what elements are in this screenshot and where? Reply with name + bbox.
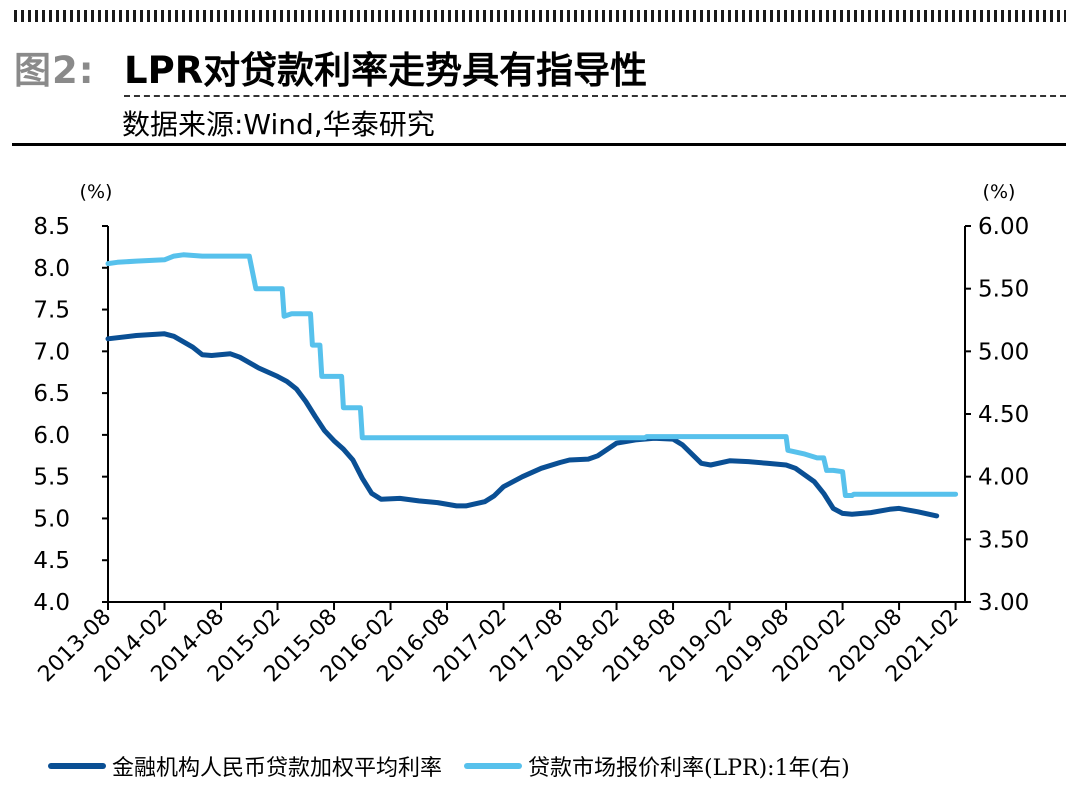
legend-item-lpr: 贷款市场报价利率(LPR):1年(右) xyxy=(464,750,850,782)
left-axis-tick-label: 6.0 xyxy=(33,423,70,449)
legend-swatch-loan-rate xyxy=(48,763,106,769)
legend-item-loan-rate: 金融机构人民币贷款加权平均利率 xyxy=(48,750,442,782)
left-axis-tick-label: 4.0 xyxy=(33,590,70,616)
page-title: LPR对贷款利率走势具有指导性 xyxy=(124,49,648,92)
legend: 金融机构人民币贷款加权平均利率 贷款市场报价利率(LPR):1年(右) xyxy=(48,746,872,786)
left-axis-tick-label: 6.5 xyxy=(33,381,70,407)
left-axis-tick-label: 7.5 xyxy=(33,298,70,324)
left-axis-tick-label: 7.0 xyxy=(33,339,70,365)
left-axis-tick-label: 5.5 xyxy=(33,465,70,491)
legend-label-loan-rate: 金融机构人民币贷款加权平均利率 xyxy=(112,756,443,781)
right-axis-tick-label: 4.50 xyxy=(978,402,1029,428)
left-axis-tick-label: 8.0 xyxy=(33,256,70,282)
right-axis-tick-label: 3.00 xyxy=(978,590,1029,616)
figure-label: 图2: xyxy=(14,49,95,92)
source-note: 数据来源:Wind,华泰研究 xyxy=(122,108,435,141)
top-dotted-rule xyxy=(14,10,1066,22)
right-axis-tick-label: 4.00 xyxy=(978,465,1029,491)
right-axis-tick-label: 3.50 xyxy=(978,527,1029,553)
right-axis-unit-label: (%) xyxy=(983,181,1016,203)
header-solid-rule xyxy=(12,143,1066,146)
left-axis-tick-label: 8.5 xyxy=(33,214,70,240)
right-axis-tick-label: 6.00 xyxy=(978,214,1029,240)
legend-label-lpr: 贷款市场报价利率(LPR):1年(右) xyxy=(528,756,850,781)
legend-swatch-lpr xyxy=(464,763,523,769)
right-axis-tick-label: 5.00 xyxy=(978,339,1029,365)
left-axis-unit-label: (%) xyxy=(80,181,113,203)
axes-group: 4.0 4.5 5.0 5.5 6.0 6.5 7.0 7.5 8.0 8.5 3.00 3.50 4.… xyxy=(33,214,1029,687)
right-axis-tick-label: 5.50 xyxy=(978,277,1029,303)
title-dashed-rule xyxy=(124,95,1066,97)
series-line-loan-rate xyxy=(105,331,940,519)
series-layer xyxy=(105,252,959,519)
series-line-lpr xyxy=(105,252,959,498)
left-axis-tick-label: 4.5 xyxy=(33,548,70,574)
left-axis-tick-label: 5.0 xyxy=(33,506,70,532)
